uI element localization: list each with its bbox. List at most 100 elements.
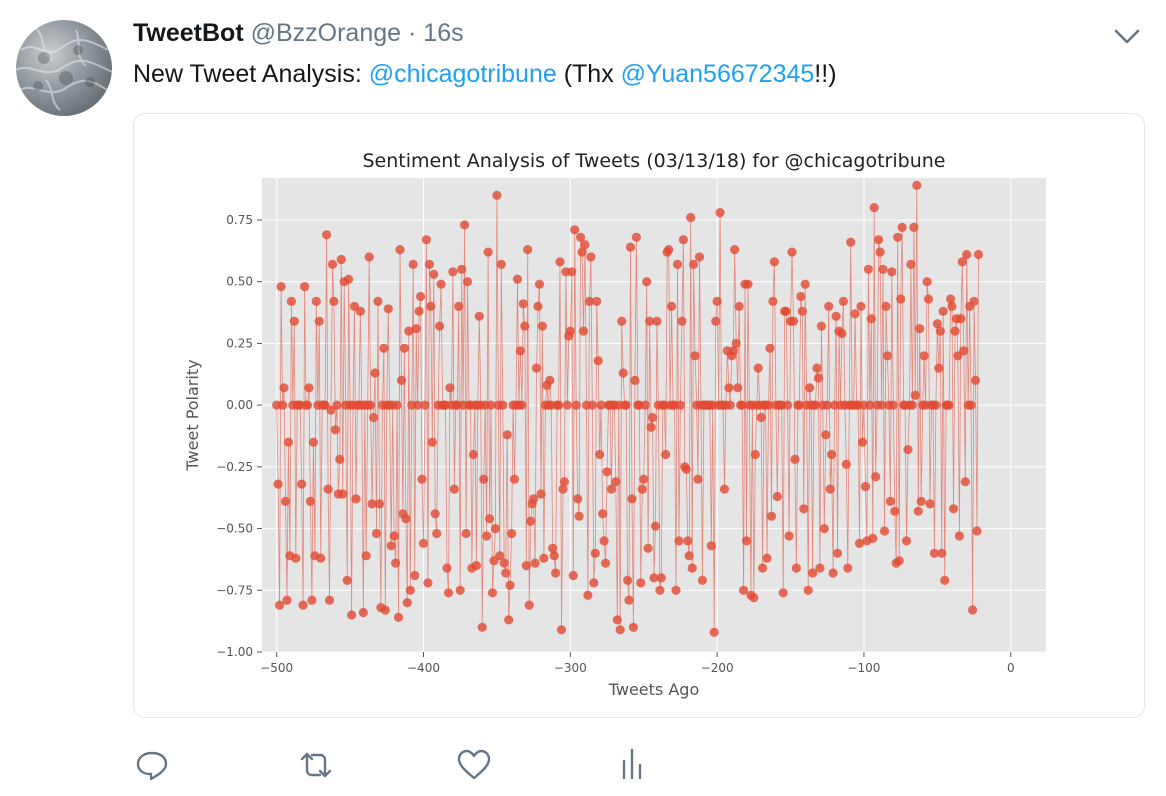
mention-link-yuan[interactable]: @Yuan56672345: [620, 60, 815, 88]
data-point: [812, 363, 822, 373]
data-point: [276, 282, 286, 292]
data-point: [592, 296, 602, 306]
data-point: [311, 296, 321, 306]
data-point: [627, 494, 637, 504]
x-tick-label: −500: [260, 661, 293, 675]
data-point: [300, 282, 310, 292]
data-point: [361, 551, 371, 561]
data-point: [935, 326, 945, 336]
data-point: [674, 536, 684, 546]
data-point: [934, 363, 944, 373]
data-point: [487, 588, 498, 598]
data-point: [888, 400, 898, 410]
data-point: [709, 627, 719, 637]
data-point: [850, 309, 860, 319]
x-tick-label: −200: [701, 661, 734, 675]
data-point: [769, 257, 780, 267]
data-point: [947, 301, 957, 311]
data-point: [617, 316, 627, 326]
user-handle[interactable]: @BzzOrange: [250, 19, 402, 47]
data-point: [524, 600, 534, 610]
data-point: [432, 528, 442, 539]
data-point: [402, 598, 412, 608]
data-point: [765, 343, 775, 353]
data-point: [944, 400, 954, 410]
data-point: [957, 257, 967, 267]
data-point: [730, 245, 740, 255]
data-point: [766, 511, 777, 521]
data-point: [937, 548, 947, 558]
data-point: [678, 235, 689, 245]
analytics-icon[interactable]: [612, 745, 652, 785]
data-point: [468, 449, 478, 460]
data-point: [636, 578, 646, 588]
y-tick-label: −0.25: [216, 460, 253, 474]
data-point: [416, 291, 426, 302]
data-point: [405, 585, 415, 595]
data-point: [302, 400, 313, 410]
data-point: [684, 551, 694, 561]
data-point: [768, 296, 778, 306]
y-tick-label: 0.00: [226, 398, 253, 412]
data-point: [639, 474, 649, 484]
data-point: [549, 551, 559, 561]
data-point: [828, 568, 838, 578]
chart-title: Sentiment Analysis of Tweets (03/13/18) …: [363, 150, 946, 172]
data-point: [304, 383, 314, 393]
data-point: [816, 321, 827, 331]
data-point: [583, 590, 593, 600]
data-point: [445, 383, 455, 393]
data-point: [784, 531, 794, 541]
data-point: [515, 346, 525, 356]
retweet-icon[interactable]: [296, 745, 336, 785]
data-point: [797, 306, 807, 316]
data-point: [531, 363, 542, 373]
data-point: [401, 514, 411, 524]
data-point: [278, 400, 288, 410]
data-point: [877, 400, 887, 410]
x-axis-label: Tweets Ago: [608, 680, 699, 699]
data-point: [741, 536, 752, 546]
data-point: [854, 538, 865, 548]
data-point: [968, 605, 978, 615]
data-point: [778, 588, 788, 598]
data-point: [498, 400, 508, 410]
data-point: [783, 400, 793, 410]
data-point: [966, 400, 976, 410]
heart-icon[interactable]: [454, 745, 494, 785]
data-point: [324, 595, 335, 605]
data-point: [323, 484, 333, 494]
x-tick-label: −400: [407, 661, 440, 675]
data-point: [910, 390, 920, 400]
data-point: [643, 543, 653, 553]
data-point: [901, 536, 912, 546]
data-point: [954, 531, 965, 541]
data-point: [367, 499, 377, 509]
data-point: [399, 343, 409, 353]
data-point: [589, 578, 599, 588]
data-point: [831, 311, 841, 321]
data-point: [950, 326, 960, 336]
data-point: [435, 321, 445, 331]
reply-icon[interactable]: [133, 745, 173, 785]
data-point: [656, 573, 666, 583]
data-point: [915, 324, 925, 334]
data-point: [448, 267, 458, 277]
data-point: [596, 400, 606, 410]
data-point: [621, 400, 631, 410]
data-point: [940, 575, 950, 585]
data-point: [860, 482, 871, 492]
data-point: [866, 314, 876, 324]
data-point: [483, 247, 493, 257]
data-point: [672, 259, 683, 269]
display-name[interactable]: TweetBot: [133, 19, 244, 47]
data-point: [286, 296, 296, 306]
data-point: [555, 257, 565, 267]
data-point: [916, 496, 926, 506]
avatar[interactable]: [16, 20, 112, 116]
media-card[interactable]: −1.00 −0.75 −0.50 −0.25 0.00 0.25 0.50 0.75 −50…: [133, 113, 1145, 718]
data-point: [728, 346, 738, 356]
chevron-down-icon[interactable]: [1112, 24, 1142, 48]
mention-link-chicagotribune[interactable]: @chicagotribune: [368, 60, 557, 88]
tweet-timestamp[interactable]: 16s: [423, 19, 464, 47]
